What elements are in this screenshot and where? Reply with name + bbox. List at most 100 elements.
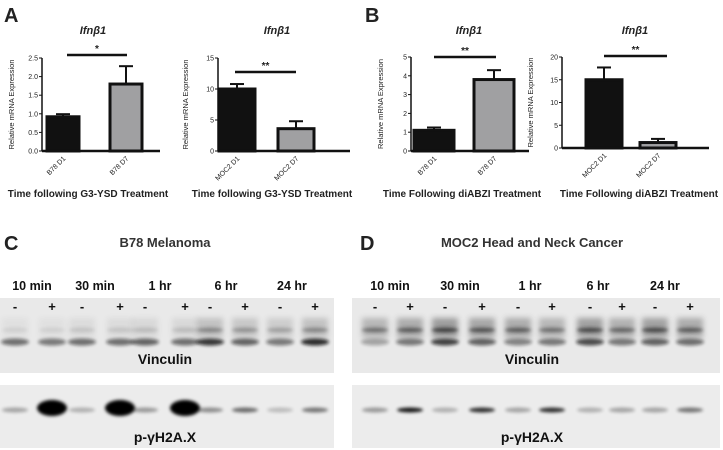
western-blots: B78 Melanoma 10 min 30 min 1 hr 6 hr 24 hr - + -… (0, 235, 720, 448)
vinculin-band (504, 338, 532, 346)
blot-panel-c: B78 Melanoma 10 min 30 min 1 hr 6 hr 24 hr - + -… (0, 235, 334, 448)
y-axis-label: Relative mRNA Expression (526, 57, 535, 147)
h2ax-band (170, 400, 200, 416)
y-tick-label: 10 (206, 87, 214, 94)
vinculin-band (608, 338, 636, 346)
significance-stars: * (95, 44, 99, 55)
timepoint-label: 24 hr (277, 279, 307, 293)
control-sign: - (80, 299, 84, 314)
bar-b78-d1 (45, 115, 81, 153)
vinculin-upper-band (397, 327, 423, 333)
vinculin-band (361, 338, 389, 346)
vinculin-band (538, 338, 566, 346)
vinculin-band (106, 338, 134, 346)
treated-sign: + (478, 299, 486, 314)
bar-moc2-d1 (584, 78, 624, 150)
vinculin-band (468, 338, 496, 346)
treated-sign: + (618, 299, 626, 314)
h2ax-band (432, 407, 458, 413)
bar-b78-d1 (412, 128, 456, 153)
x-axis-title: Time following G3-YSD Treatment (192, 189, 353, 200)
h2ax-band (105, 400, 135, 416)
treated-sign: + (548, 299, 556, 314)
h2ax-membrane (352, 385, 720, 448)
h2ax-band (132, 407, 158, 413)
timepoint-label: 24 hr (650, 279, 680, 293)
control-sign: - (143, 299, 147, 314)
control-sign: - (373, 299, 377, 314)
timepoint-label: 1 hr (519, 279, 542, 293)
blot-panel-d: MOC2 Head and Neck Cancer 10 min 30 min 1 h… (352, 235, 720, 448)
bar-charts: Ifnβ1 Relative mRNA Expression Time follow… (7, 25, 719, 200)
vinculin-upper-band (577, 327, 603, 333)
panel-label-d: D (360, 233, 374, 255)
h2ax-band (469, 407, 495, 413)
x-tick-label: MOC2 D7 (273, 155, 300, 182)
vinculin-band (68, 338, 96, 346)
vinculin-band (38, 338, 66, 346)
vinculin-upper-band (69, 327, 95, 333)
h2ax-label: p-γH2A.X (134, 429, 197, 445)
bar-moc2-d1 (217, 87, 257, 153)
y-tick-label: 15 (206, 56, 214, 63)
treated-sign: + (241, 299, 249, 314)
vinculin-band (231, 338, 259, 346)
h2ax-label: p-γH2A.X (501, 429, 564, 445)
x-tick-label: MOC2 D1 (581, 152, 608, 179)
control-sign: - (13, 299, 17, 314)
panel-label-b: B (365, 5, 379, 27)
vinculin-band (396, 338, 424, 346)
y-tick-label: 1 (403, 130, 407, 137)
h2ax-band (302, 407, 328, 413)
vinculin-upper-band (232, 327, 258, 333)
control-sign: - (443, 299, 447, 314)
timepoint-label: 6 hr (587, 279, 610, 293)
h2ax-band (397, 407, 423, 413)
treated-sign: + (181, 299, 189, 314)
chart-3: Ifnβ1 Relative mRNA Expression Time Follow… (376, 25, 542, 200)
h2ax-membrane (0, 385, 334, 448)
vinculin-band (266, 338, 294, 346)
h2ax-band (267, 407, 293, 413)
vinculin-upper-band (642, 327, 668, 333)
chart-title: Ifnβ1 (456, 25, 482, 37)
bar-b78-d7 (472, 78, 516, 153)
timepoint-label: 30 min (75, 279, 115, 293)
vinculin-upper-band (197, 327, 223, 333)
h2ax-band (69, 407, 95, 413)
vinculin-upper-band (107, 327, 133, 333)
vinculin-upper-band (432, 327, 458, 333)
vinculin-band (301, 338, 329, 346)
y-axis-label: Relative mRNA Expression (181, 59, 190, 149)
panel-label-c: C (4, 233, 18, 255)
h2ax-band (505, 407, 531, 413)
y-tick-label: 4 (403, 73, 407, 80)
chart-1: Ifnβ1 Relative mRNA Expression Time follow… (7, 25, 169, 200)
vinculin-upper-band (505, 327, 531, 333)
x-axis-title: Time Following diABZI Treatment (383, 189, 542, 200)
vinculin-upper-band (362, 327, 388, 333)
vinculin-upper-band (172, 327, 198, 333)
h2ax-band (232, 407, 258, 413)
y-tick-label: 2 (403, 111, 407, 118)
timepoint-label: 10 min (12, 279, 52, 293)
y-tick-label: 0 (210, 149, 214, 156)
y-axis-label: Relative mRNA Expression (376, 59, 385, 149)
x-axis-title: Time Following diABZI Treatment (560, 189, 719, 200)
vinculin-label: Vinculin (505, 351, 559, 367)
h2ax-band (37, 400, 67, 416)
panel-label-a: A (4, 5, 18, 27)
chart-4: Ifnβ1 Relative mRNA Expression Time Follow… (526, 25, 719, 200)
h2ax-band (642, 407, 668, 413)
vinculin-upper-band (132, 327, 158, 333)
vinculin-upper-band (267, 327, 293, 333)
blot-title: B78 Melanoma (119, 235, 211, 250)
bar-b78-d7 (108, 82, 144, 153)
h2ax-band (362, 407, 388, 413)
vinculin-upper-band (609, 327, 635, 333)
x-tick-label: B78 D1 (46, 155, 68, 177)
vinculin-upper-band (677, 327, 703, 333)
y-tick-label: 10 (550, 100, 558, 107)
vinculin-band (431, 338, 459, 346)
